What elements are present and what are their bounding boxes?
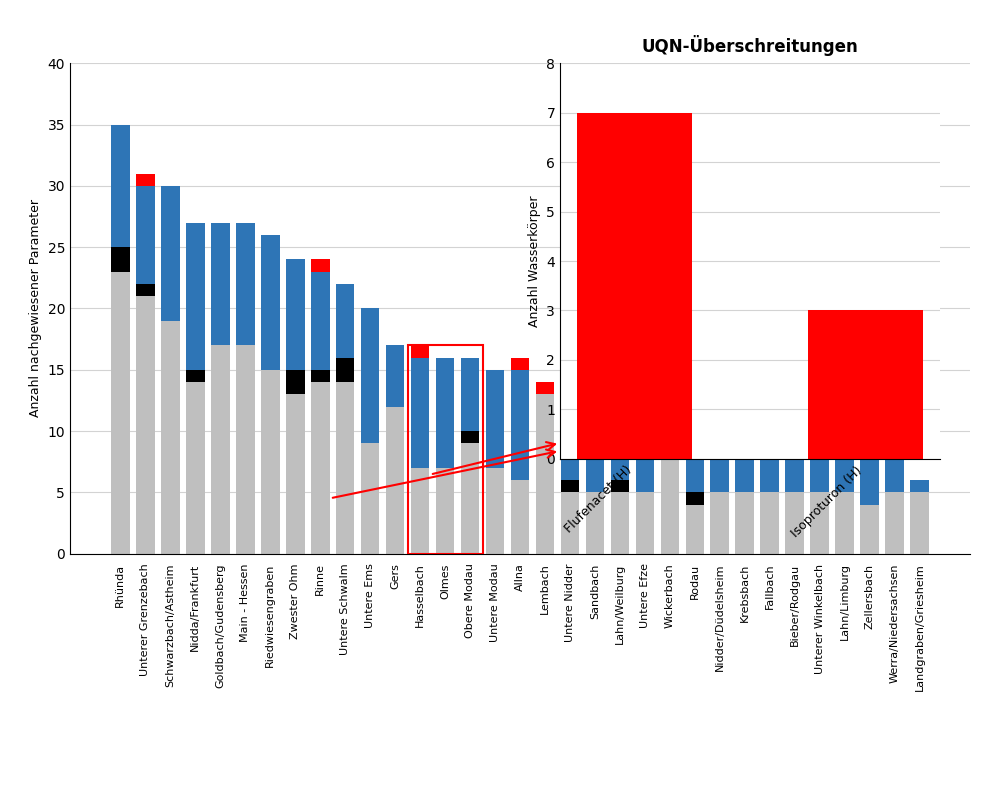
- Bar: [760, 419, 779, 431]
- Bar: [561, 492, 579, 554]
- Bar: [760, 492, 779, 554]
- Bar: [561, 394, 579, 480]
- Bar: [361, 443, 379, 554]
- Bar: [561, 480, 579, 492]
- Y-axis label: Anzahl Wasserkörper: Anzahl Wasserkörper: [528, 195, 541, 327]
- Bar: [336, 284, 354, 358]
- Bar: [186, 223, 205, 370]
- Bar: [486, 467, 504, 554]
- Bar: [636, 492, 654, 554]
- Bar: [286, 259, 305, 370]
- Bar: [311, 382, 330, 554]
- Bar: [411, 358, 429, 467]
- Bar: [910, 492, 929, 554]
- Bar: [808, 311, 923, 459]
- Bar: [885, 492, 904, 554]
- Bar: [161, 186, 180, 321]
- Bar: [236, 223, 255, 345]
- Bar: [536, 394, 554, 554]
- Bar: [586, 492, 604, 554]
- Bar: [111, 271, 130, 554]
- Bar: [810, 431, 829, 492]
- Bar: [311, 271, 330, 370]
- Bar: [835, 443, 854, 492]
- Bar: [910, 480, 929, 492]
- Bar: [111, 247, 130, 271]
- Bar: [710, 492, 729, 554]
- Bar: [236, 345, 255, 554]
- Bar: [186, 370, 205, 382]
- Bar: [336, 382, 354, 554]
- Bar: [211, 223, 230, 345]
- Bar: [411, 345, 429, 358]
- Bar: [536, 382, 554, 394]
- Bar: [710, 407, 729, 492]
- Bar: [511, 358, 529, 370]
- Bar: [286, 369, 305, 394]
- Bar: [611, 492, 629, 554]
- Bar: [411, 467, 429, 554]
- Bar: [261, 235, 280, 370]
- Bar: [636, 395, 654, 492]
- Bar: [735, 407, 754, 492]
- Bar: [577, 113, 692, 459]
- Bar: [785, 431, 804, 492]
- Bar: [336, 358, 354, 382]
- Bar: [511, 370, 529, 480]
- Bar: [611, 480, 629, 492]
- Bar: [486, 370, 504, 467]
- Bar: [261, 370, 280, 554]
- Bar: [386, 345, 404, 407]
- Title: UQN-Überschreitungen: UQN-Überschreitungen: [642, 35, 858, 56]
- Bar: [686, 505, 704, 554]
- Bar: [361, 308, 379, 443]
- Bar: [511, 480, 529, 554]
- Bar: [386, 407, 404, 554]
- Bar: [136, 186, 155, 284]
- Bar: [686, 407, 704, 492]
- Bar: [186, 382, 205, 554]
- Y-axis label: Anzahl nachgewiesener Parameter: Anzahl nachgewiesener Parameter: [29, 199, 42, 418]
- Bar: [860, 443, 879, 505]
- Bar: [461, 443, 479, 554]
- Bar: [311, 259, 330, 271]
- Bar: [760, 431, 779, 492]
- Bar: [810, 492, 829, 554]
- Bar: [211, 345, 230, 554]
- Bar: [461, 431, 479, 443]
- Bar: [611, 394, 629, 480]
- Bar: [686, 492, 704, 505]
- Bar: [136, 296, 155, 554]
- Bar: [161, 321, 180, 554]
- Bar: [286, 394, 305, 554]
- Bar: [860, 505, 879, 554]
- Bar: [136, 284, 155, 296]
- Bar: [461, 358, 479, 431]
- Bar: [735, 492, 754, 554]
- Bar: [835, 492, 854, 554]
- Bar: [885, 456, 904, 492]
- Bar: [661, 407, 679, 554]
- Bar: [785, 492, 804, 554]
- Bar: [436, 467, 454, 554]
- Bar: [136, 173, 155, 186]
- Bar: [111, 124, 130, 247]
- Bar: [586, 395, 604, 492]
- Bar: [436, 358, 454, 467]
- Bar: [311, 370, 330, 382]
